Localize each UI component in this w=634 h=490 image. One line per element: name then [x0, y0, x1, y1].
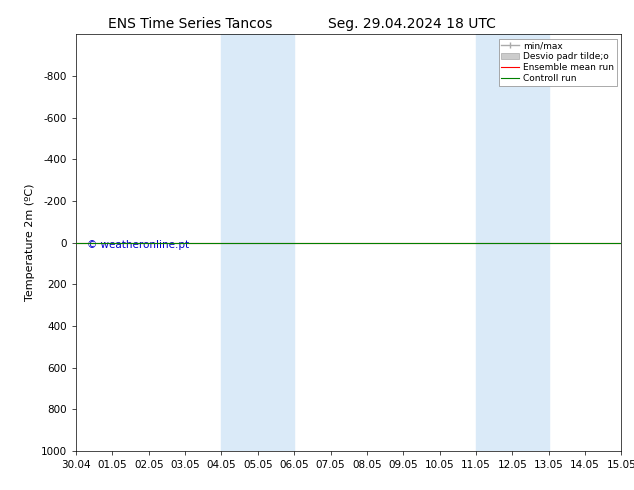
Bar — [476, 34, 512, 451]
Legend: min/max, Desvio padr tilde;o, Ensemble mean run, Controll run: min/max, Desvio padr tilde;o, Ensemble m… — [499, 39, 617, 86]
Text: ENS Time Series Tancos: ENS Time Series Tancos — [108, 17, 273, 31]
Bar — [258, 34, 294, 451]
Bar — [512, 34, 548, 451]
Text: © weatheronline.pt: © weatheronline.pt — [87, 241, 189, 250]
Text: Seg. 29.04.2024 18 UTC: Seg. 29.04.2024 18 UTC — [328, 17, 496, 31]
Bar — [221, 34, 258, 451]
Y-axis label: Temperature 2m (ºC): Temperature 2m (ºC) — [25, 184, 36, 301]
